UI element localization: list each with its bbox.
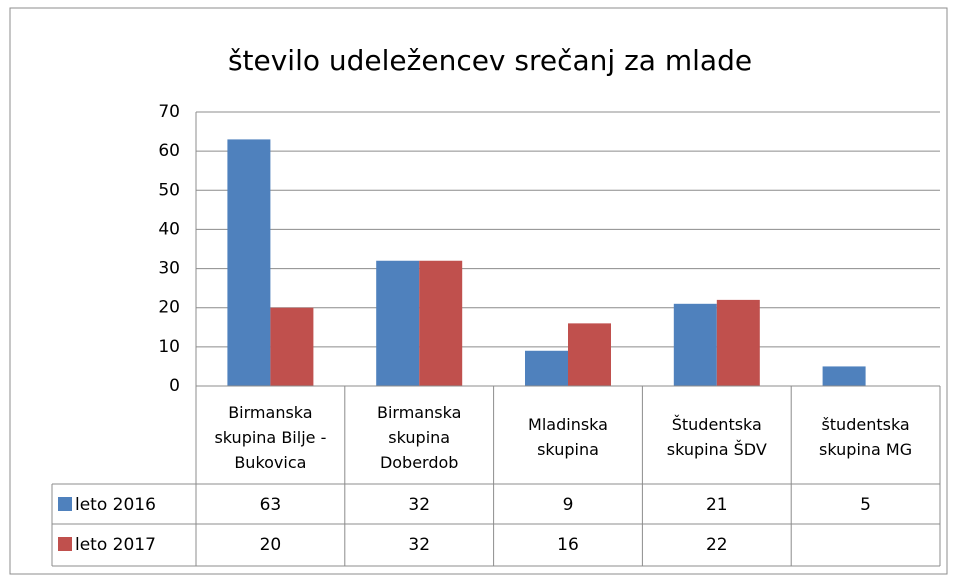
bar (227, 139, 271, 386)
table-value: 16 (557, 535, 579, 555)
bar (270, 307, 314, 386)
legend-swatch (58, 537, 72, 551)
table-value: 63 (260, 495, 282, 515)
y-tick-label: 0 (169, 376, 180, 396)
y-tick-label: 10 (158, 337, 180, 357)
chart-title: število udeležencev srečanj za mlade (228, 44, 752, 77)
bar (568, 323, 611, 386)
y-tick-label: 40 (158, 219, 180, 239)
bar (716, 299, 760, 386)
legend-label: leto 2016 (75, 495, 156, 515)
y-tick-label: 70 (158, 102, 180, 122)
category-label: Mladinska skupina (528, 415, 608, 459)
y-tick-label: 20 (158, 298, 180, 318)
bar (419, 260, 463, 386)
table-value: 20 (260, 535, 282, 555)
category-label: Birmanska skupina Doberdob (377, 402, 462, 472)
table-value: 32 (408, 535, 430, 555)
y-tick-label: 60 (158, 141, 180, 161)
chart-border (9, 7, 948, 575)
legend-swatch (58, 497, 72, 511)
bar (376, 260, 420, 386)
bar (822, 366, 866, 386)
category-label: Birmanska skupina Bilje - Bukovica (214, 402, 327, 472)
y-tick-label: 30 (158, 259, 180, 279)
table-value: 21 (706, 495, 728, 515)
legend-label: leto 2017 (75, 535, 156, 555)
y-tick-label: 50 (158, 180, 180, 200)
table-value: 32 (408, 495, 430, 515)
bar (525, 350, 568, 386)
category-label: študentska skupina MG (819, 415, 913, 459)
bar (673, 303, 717, 386)
category-label: Študentska skupina ŠDV (666, 415, 767, 459)
table-value: 22 (706, 535, 728, 555)
table-value: 9 (563, 495, 574, 515)
table-value: 5 (860, 495, 871, 515)
